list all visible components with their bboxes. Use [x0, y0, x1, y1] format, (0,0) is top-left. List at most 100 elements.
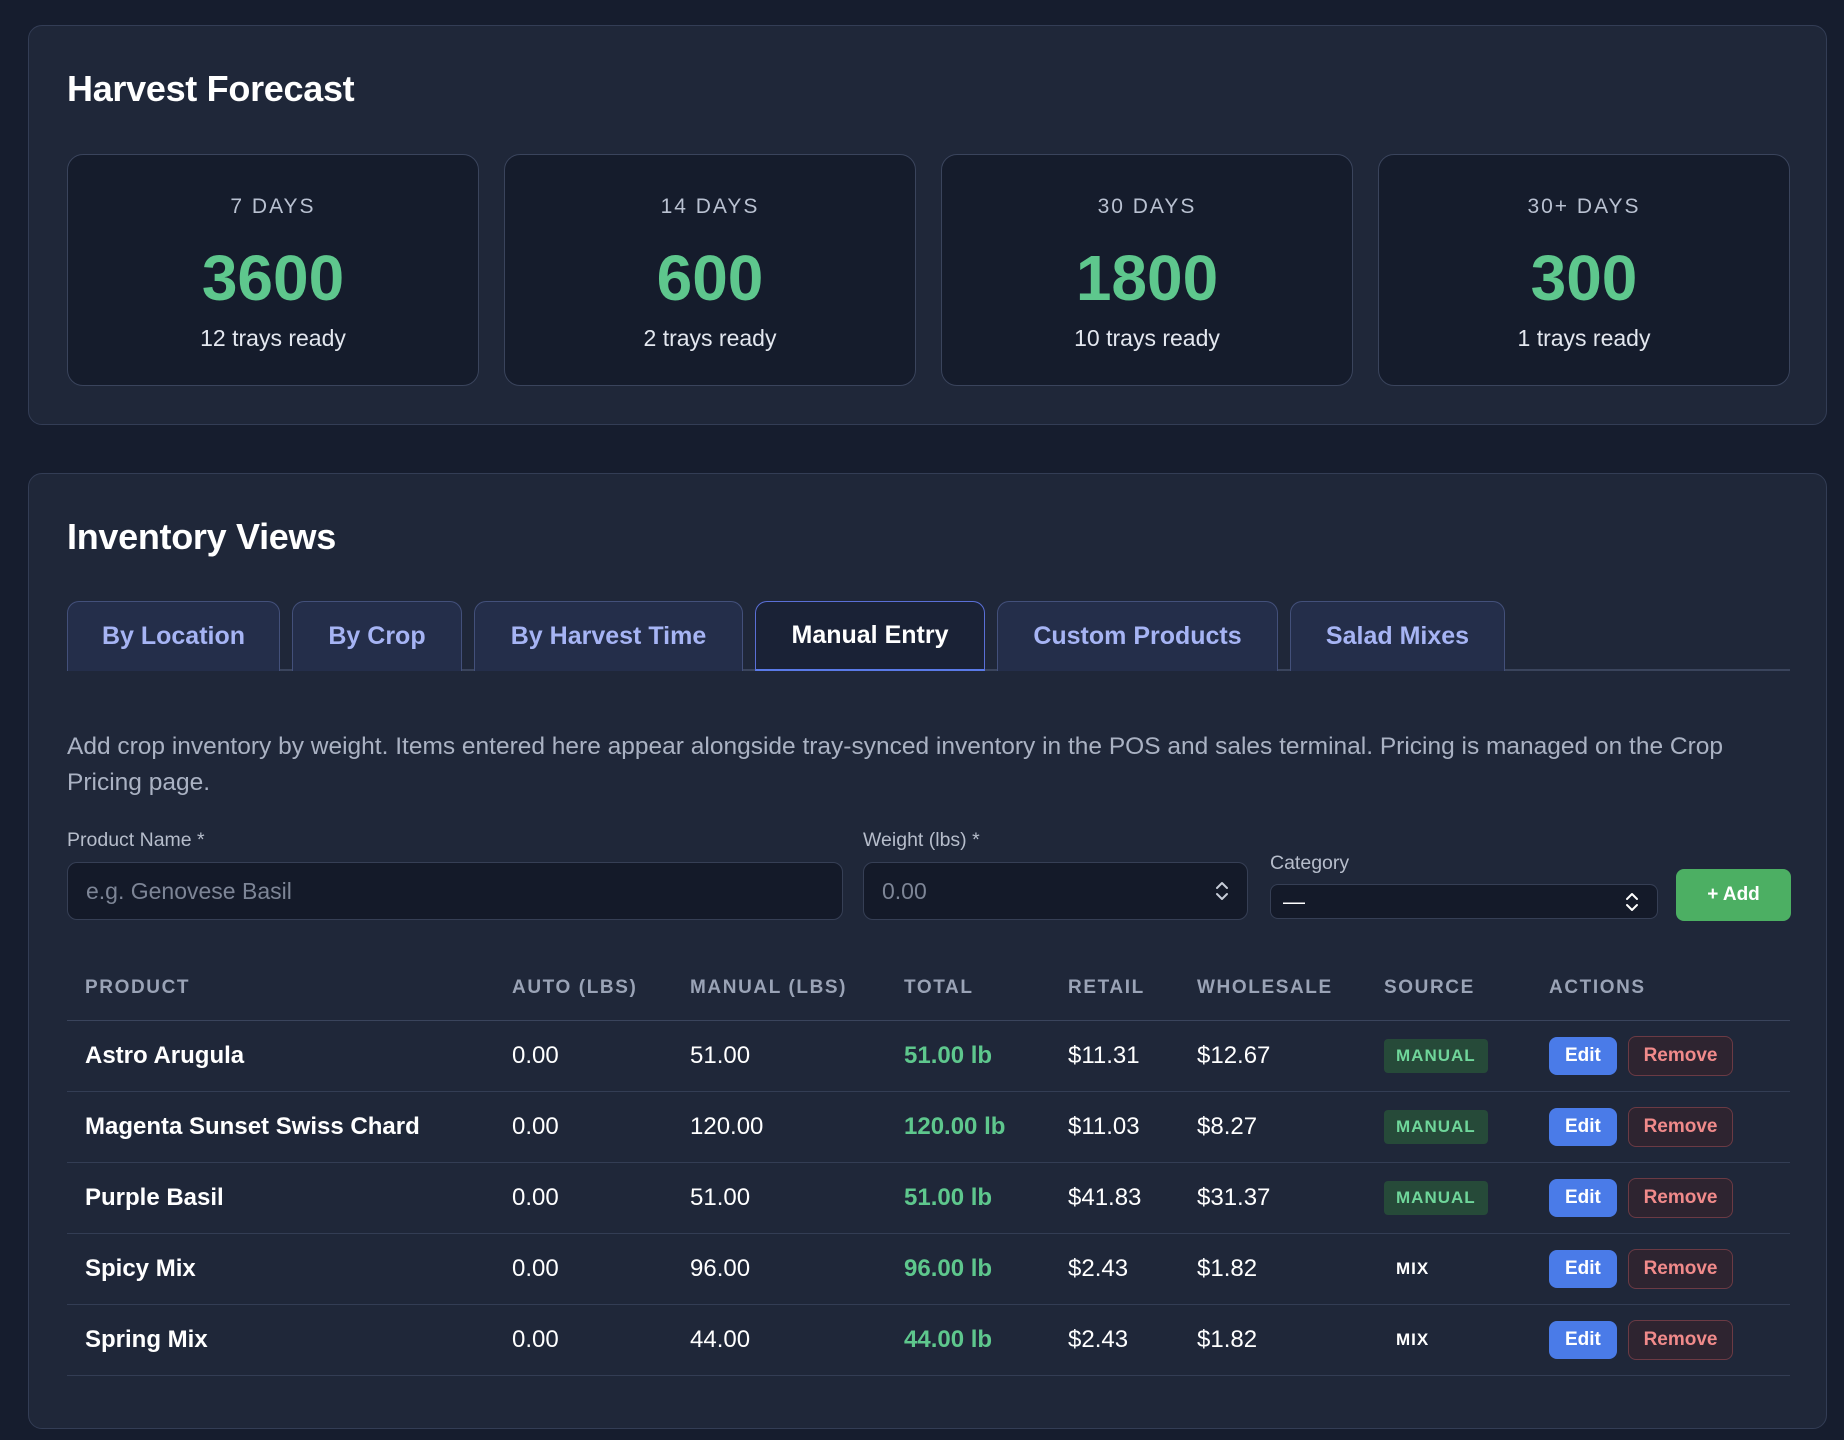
remove-button[interactable]: Remove: [1627, 1035, 1734, 1076]
actions-cell: Edit Remove: [1531, 1233, 1790, 1305]
weight-input[interactable]: 0.00: [863, 862, 1248, 920]
manual-cell: 44.00: [672, 1304, 886, 1376]
card-value: 3600: [201, 242, 345, 314]
edit-button[interactable]: Edit: [1549, 1178, 1617, 1217]
manual-cell: 51.00: [672, 1162, 886, 1234]
manual-cell: 120.00: [672, 1091, 886, 1163]
source-badge: MANUAL: [1384, 1109, 1488, 1144]
harvest-forecast-panel: Harvest Forecast 7 DAYS 3600 12 trays re…: [28, 25, 1827, 425]
retail-cell: $2.43: [1050, 1233, 1179, 1305]
table-row: Magenta Sunset Swiss Chard 0.00 120.00 1…: [67, 1091, 1790, 1163]
tab-salad-mixes[interactable]: Salad Mixes: [1290, 601, 1505, 671]
remove-button[interactable]: Remove: [1627, 1248, 1734, 1289]
tab-custom-products[interactable]: Custom Products: [997, 601, 1278, 671]
card-subtext: 2 trays ready: [643, 325, 777, 351]
column-header-total: TOTAL: [886, 957, 1050, 1021]
add-button[interactable]: + Add: [1676, 869, 1791, 921]
card-value: 300: [1530, 242, 1638, 314]
forecast-cards: 7 DAYS 3600 12 trays ready 14 DAYS 600 2…: [67, 154, 1790, 386]
table-row: Spring Mix 0.00 44.00 44.00 lb $2.43 $1.…: [67, 1304, 1790, 1376]
card-subtext: 12 trays ready: [200, 325, 346, 351]
edit-button[interactable]: Edit: [1549, 1320, 1617, 1359]
retail-cell: $41.83: [1050, 1162, 1179, 1234]
product-cell: Magenta Sunset Swiss Chard: [67, 1091, 494, 1163]
column-header-manual: MANUAL (LBS): [672, 957, 886, 1021]
total-cell: 120.00 lb: [886, 1091, 1050, 1163]
card-label: 14 DAYS: [660, 195, 760, 218]
forecast-card-7-days: 7 DAYS 3600 12 trays ready: [67, 154, 479, 386]
source-badge: MIX: [1396, 1258, 1430, 1278]
category-label: Category: [1270, 852, 1350, 874]
auto-cell: 0.00: [494, 1233, 672, 1305]
actions-cell: Edit Remove: [1531, 1020, 1790, 1092]
remove-button[interactable]: Remove: [1627, 1319, 1734, 1360]
chevron-updown-icon: [1626, 892, 1638, 911]
inventory-views-panel: Inventory Views By Location By Crop By H…: [28, 473, 1827, 1429]
edit-button[interactable]: Edit: [1549, 1036, 1617, 1075]
actions-cell: Edit Remove: [1531, 1091, 1790, 1163]
forecast-card-30-days: 30 DAYS 1800 10 trays ready: [941, 154, 1353, 386]
harvest-forecast-title: Harvest Forecast: [67, 68, 355, 109]
remove-button[interactable]: Remove: [1627, 1177, 1734, 1218]
product-name-label: Product Name *: [67, 829, 205, 851]
table-row: Spicy Mix 0.00 96.00 96.00 lb $2.43 $1.8…: [67, 1233, 1790, 1305]
tab-manual-entry[interactable]: Manual Entry: [755, 601, 985, 671]
manual-entry-description: Add crop inventory by weight. Items ente…: [67, 733, 1724, 796]
tab-by-location[interactable]: By Location: [67, 601, 280, 671]
retail-cell: $11.03: [1050, 1091, 1179, 1163]
table-header-row: PRODUCT AUTO (LBS) MANUAL (LBS) TOTAL RE…: [67, 957, 1790, 1021]
card-label: 30+ DAYS: [1527, 195, 1641, 218]
wholesale-cell: $1.82: [1179, 1304, 1366, 1376]
product-cell: Spring Mix: [67, 1304, 494, 1376]
manual-cell: 51.00: [672, 1020, 886, 1092]
stepper-arrows-icon[interactable]: [1215, 880, 1229, 902]
total-cell: 51.00 lb: [886, 1020, 1050, 1092]
retail-cell: $2.43: [1050, 1304, 1179, 1376]
auto-cell: 0.00: [494, 1162, 672, 1234]
product-cell: Astro Arugula: [67, 1020, 494, 1092]
category-selected-value: —: [1283, 888, 1305, 914]
weight-placeholder: 0.00: [882, 877, 927, 904]
column-header-product: PRODUCT: [67, 957, 494, 1021]
manual-inventory-table: PRODUCT AUTO (LBS) MANUAL (LBS) TOTAL RE…: [67, 957, 1790, 1376]
source-cell: MIX: [1366, 1304, 1531, 1376]
auto-cell: 0.00: [494, 1020, 672, 1092]
inventory-tabs: By Location By Crop By Harvest Time Manu…: [67, 601, 1790, 671]
auto-cell: 0.00: [494, 1304, 672, 1376]
actions-cell: Edit Remove: [1531, 1162, 1790, 1234]
source-cell: MIX: [1366, 1233, 1531, 1305]
inventory-views-title: Inventory Views: [67, 516, 336, 557]
auto-cell: 0.00: [494, 1091, 672, 1163]
total-cell: 44.00 lb: [886, 1304, 1050, 1376]
source-cell: MANUAL: [1366, 1091, 1531, 1163]
column-header-auto: AUTO (LBS): [494, 957, 672, 1021]
product-name-input[interactable]: e.g. Genovese Basil: [67, 862, 843, 920]
remove-button[interactable]: Remove: [1627, 1106, 1734, 1147]
source-cell: MANUAL: [1366, 1162, 1531, 1234]
manual-cell: 96.00: [672, 1233, 886, 1305]
table-row: Purple Basil 0.00 51.00 51.00 lb $41.83 …: [67, 1162, 1790, 1234]
source-cell: MANUAL: [1366, 1020, 1531, 1092]
total-cell: 96.00 lb: [886, 1233, 1050, 1305]
edit-button[interactable]: Edit: [1549, 1107, 1617, 1146]
tab-by-harvest-time[interactable]: By Harvest Time: [474, 601, 743, 671]
product-cell: Purple Basil: [67, 1162, 494, 1234]
tab-by-crop[interactable]: By Crop: [292, 601, 462, 671]
retail-cell: $11.31: [1050, 1020, 1179, 1092]
actions-cell: Edit Remove: [1531, 1304, 1790, 1376]
card-subtext: 10 trays ready: [1074, 325, 1220, 351]
edit-button[interactable]: Edit: [1549, 1249, 1617, 1288]
card-label: 7 DAYS: [230, 195, 316, 218]
table-row: Astro Arugula 0.00 51.00 51.00 lb $11.31…: [67, 1020, 1790, 1092]
category-select[interactable]: —: [1270, 884, 1658, 919]
total-cell: 51.00 lb: [886, 1162, 1050, 1234]
wholesale-cell: $12.67: [1179, 1020, 1366, 1092]
wholesale-cell: $31.37: [1179, 1162, 1366, 1234]
forecast-card-14-days: 14 DAYS 600 2 trays ready: [504, 154, 916, 386]
forecast-card-30-plus-days: 30+ DAYS 300 1 trays ready: [1378, 154, 1790, 386]
product-cell: Spicy Mix: [67, 1233, 494, 1305]
column-header-wholesale: WHOLESALE: [1179, 957, 1366, 1021]
column-header-actions: ACTIONS: [1531, 957, 1790, 1021]
product-name-placeholder: e.g. Genovese Basil: [86, 877, 292, 904]
card-value: 1800: [1075, 242, 1219, 314]
